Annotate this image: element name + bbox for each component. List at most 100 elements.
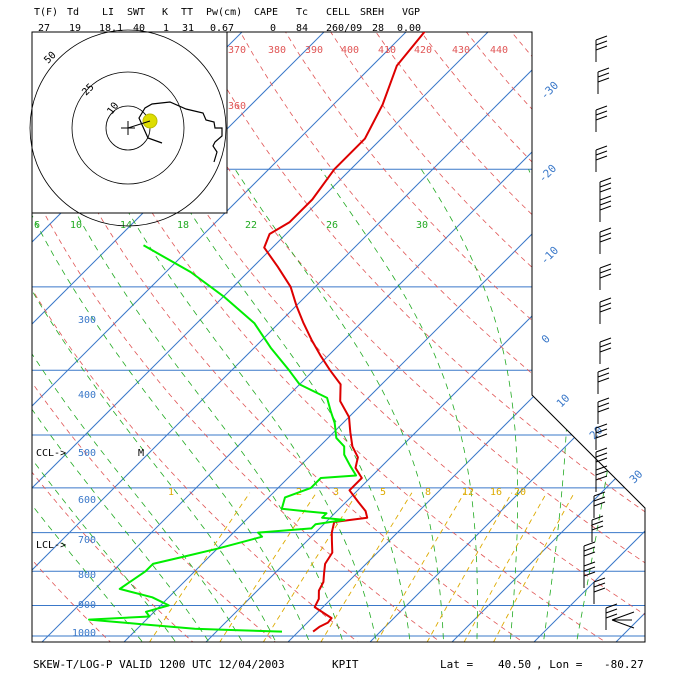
header-value-tf: 27 [38,23,50,34]
pressure-label-800: 800 [78,570,96,581]
wind-barb-flag [595,452,608,458]
theta-label-410: 410 [378,45,396,56]
dry-adiabat-line [256,32,645,642]
header-label-cape: CAPE [254,7,278,18]
moist-adiabat-line [32,169,182,642]
mix-label-12: 12 [462,487,474,498]
pressure-label-400: 400 [78,390,96,401]
wind-barb-flag [583,571,596,577]
pressure-label-1000: 1000 [72,628,96,639]
dry-adiabat-line [32,32,369,642]
moist-adiabat-line [420,169,518,642]
mixing-ratio-line [315,492,413,642]
theta-label-400: 400 [341,45,359,56]
isotherm-line [32,32,501,642]
mix-label-16: 16 [490,487,502,498]
dry-adiabat-line [558,32,645,642]
dry-adiabat-line [41,32,618,642]
wind-barb-flag [597,72,610,78]
lon-label: , Lon = [536,658,583,671]
wind-barb-flag [593,496,606,502]
plot-frame [31,31,646,643]
wind-barb-flag [595,447,608,453]
wind-barb-flag [583,546,596,552]
isotherm-label-0: 0 [539,332,553,346]
hodograph-trace [138,101,223,163]
isotherm-line [351,32,645,642]
wind-barb-flag [597,67,610,73]
header-value-li: 18.1 [99,23,123,34]
theta-label-370: 370 [228,45,246,56]
pressure-label-500: 500 [78,448,96,459]
mixing-ratio-line [257,492,358,642]
wind-barb-flag [595,457,608,463]
isotherm-line [269,32,645,642]
moist-adiabat-labels: 6 10 14 18 22 26 30 [34,220,428,231]
moist-adiabat-line [32,169,314,642]
dry-adiabat-line [84,32,645,642]
isotherm-line [32,32,337,642]
moist-adiabat-line [32,169,281,642]
moist-adiabat-line [53,169,346,642]
dry-adiabat-line [32,32,535,642]
mix-label-1: 1 [168,487,174,498]
dry-adiabat-line [213,32,645,642]
theta-label-390: 390 [305,45,323,56]
moist-label-18: 18 [177,220,189,231]
wind-barb-flag [605,608,618,614]
wind-barb-flag [597,397,610,403]
isotherm-label-m30: -30 [538,79,561,102]
header-value-cape: 0 [270,23,276,34]
wind-barb-flag [595,115,608,121]
header-values: 27 19 18.1 40 1 31 0.67 0 84 260/09 28 0… [38,23,421,34]
temperature-profile [263,32,487,633]
theta-label-440: 440 [490,45,508,56]
mix-label-3: 3 [333,487,339,498]
header-label-k: K [162,7,168,18]
moist-label-14: 14 [120,220,132,231]
mixing-ratio-line [214,492,317,642]
hodograph-frame [31,31,228,214]
wind-barb-flag [595,470,608,476]
wind-barb-flag [583,566,596,572]
lat-value: 40.50 [498,658,531,671]
wind-barb-flag [599,177,612,183]
wind-barb-flag [599,347,612,353]
isotherm-line [597,32,645,642]
dry-adiabat-line [32,32,120,642]
wind-barb-flag [597,367,610,373]
header-label-pw: Pw(cm) [206,7,242,18]
m-marker: M [138,448,144,459]
header-labels: T(F) Td LI SWT K TT Pw(cm) CAPE Tc CELL … [34,7,420,18]
station-id: KPIT [332,658,359,671]
hodograph-inset: 10 25 50 [29,29,228,227]
wind-barb-flag [593,577,606,583]
wind-barb-flag [599,205,612,211]
wind-barb-flag [599,200,612,206]
dry-adiabat-line [515,32,645,642]
wind-barb-flag [597,77,610,83]
dry-adiabat-line [385,32,645,642]
wind-barb-flag [599,182,612,188]
wind-barbs [583,35,635,630]
wind-barb-flag [591,520,604,526]
wind-barb-flag [595,40,608,46]
mixing-ratio-line [371,492,465,642]
dry-adiabat-line [299,32,645,642]
moist-adiabat-line [103,169,379,642]
wind-barb-flag [599,273,612,279]
dewpoint-profile [88,244,358,633]
header-label-li: LI [102,7,114,18]
wind-barb-flag [605,603,618,609]
wind-barb-flag [599,268,612,274]
wind-barb-flag [597,402,610,408]
wind-barb-flag [595,428,608,434]
pressure-labels: 300 400 500 600 700 800 900 1000 [72,315,96,639]
moist-adiabat-line [32,169,215,642]
theta-label-420: 420 [414,45,432,56]
dry-adiabat-line [644,32,645,642]
isotherm-label-m10: -10 [538,244,561,267]
mixing-ratio-labels: 1 2 3 5 8 12 16 20 [168,487,526,498]
wind-barb-flag [595,105,608,111]
header-value-tc: 84 [296,23,308,34]
